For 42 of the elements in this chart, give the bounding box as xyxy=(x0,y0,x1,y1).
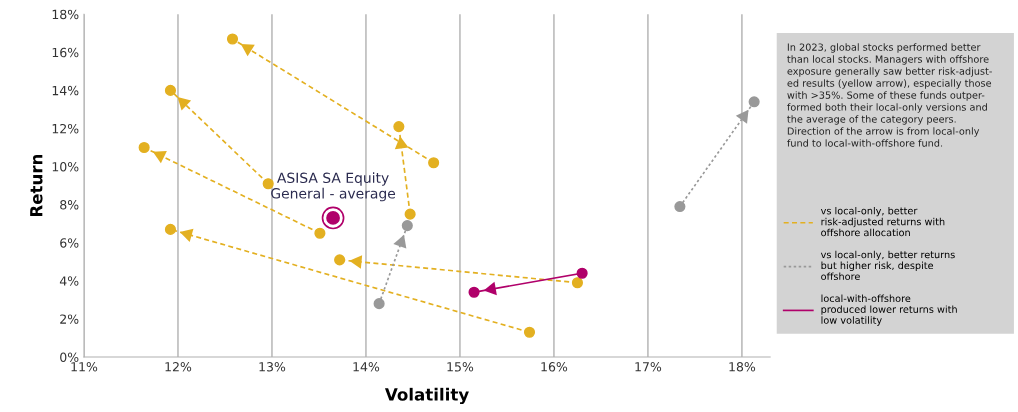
legend-label: vs local-only, better returns but higher risk, despite offshore xyxy=(820,250,955,281)
text: In 2023, global stocks performed better than local stocks. Managers with offshore exposure generally saw better risk-adjust- ed results (yellow arrow), especially those with >35%. Some of these funds outper- formed both their local-only versions and the average of the category peers. Direction of the arrow is from local-only fund to local-with-offshore fund. xyxy=(787,43,992,147)
point xyxy=(674,200,686,213)
point xyxy=(401,220,413,232)
y-tick-label: 4% xyxy=(59,276,79,286)
point xyxy=(226,33,239,45)
y-tick-label: 16% xyxy=(52,47,79,58)
y-tick-label: 2% xyxy=(60,314,79,324)
point xyxy=(428,157,440,169)
x-tick-label: 16% xyxy=(541,362,568,372)
point xyxy=(404,208,416,220)
x-tick-label: 12% xyxy=(165,362,192,372)
x-tick-label: 11% xyxy=(71,362,98,372)
point xyxy=(164,84,177,96)
x-tick-label: 18% xyxy=(729,362,756,372)
point xyxy=(571,277,583,289)
point xyxy=(373,298,385,310)
legend-label: vs local-only, better risk-adjusted returns with offshore allocation xyxy=(820,206,945,237)
y-tick-label: 6% xyxy=(60,238,79,248)
y-axis-title: Return xyxy=(30,154,43,217)
point xyxy=(393,121,405,133)
y-tick-label: 18% xyxy=(52,9,79,20)
point xyxy=(468,286,480,298)
point xyxy=(314,227,326,239)
y-tick-label: 14% xyxy=(52,85,79,96)
x-axis-title: Volatility xyxy=(384,387,469,405)
y-tick-label: 10% xyxy=(52,162,79,172)
point xyxy=(164,223,177,235)
legend-label: local-with-offshore produced lower returns with low volatility xyxy=(821,294,957,326)
series-label: ASISA SA Equity General - average xyxy=(271,172,396,202)
point xyxy=(576,267,588,279)
x-tick-label: 14% xyxy=(353,362,380,372)
point xyxy=(748,96,760,108)
y-tick-label: 0% xyxy=(60,352,79,362)
y-tick-label: 8% xyxy=(60,200,79,210)
point xyxy=(523,326,536,338)
x-tick-label: 17% xyxy=(635,362,662,372)
point xyxy=(138,141,150,154)
y-tick-label: 12% xyxy=(52,123,79,134)
x-tick-label: 13% xyxy=(259,362,286,372)
point xyxy=(334,254,346,266)
x-tick-label: 15% xyxy=(447,362,474,372)
